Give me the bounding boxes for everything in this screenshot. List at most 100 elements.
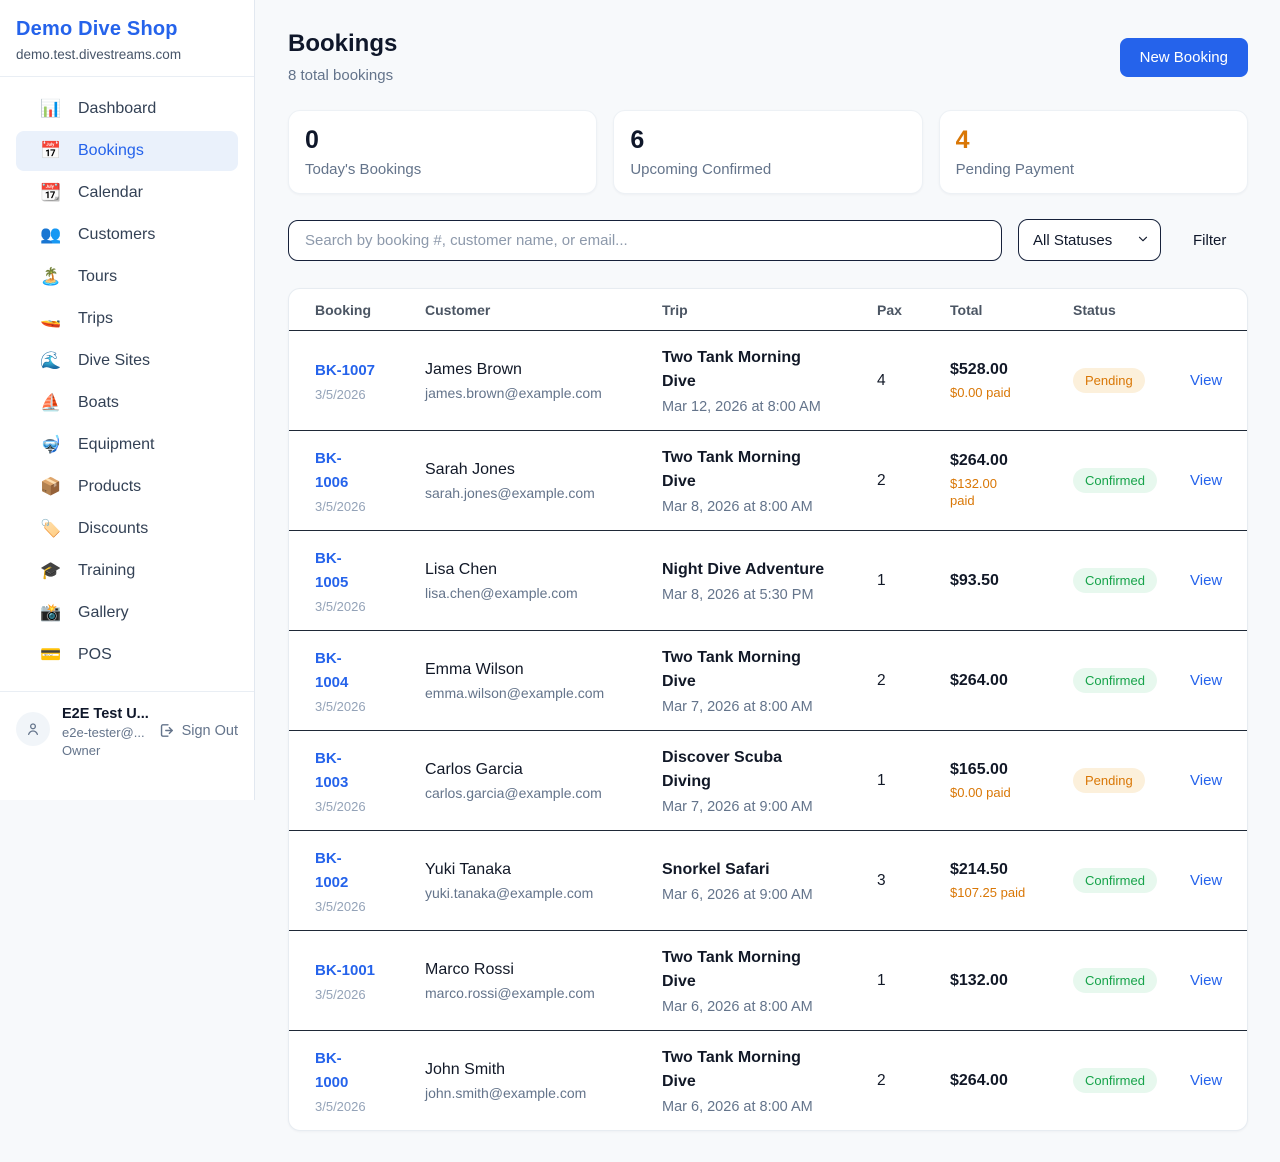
sidebar-item-gallery[interactable]: 📸 Gallery — [16, 593, 238, 633]
pax-value: 4 — [877, 371, 886, 389]
paid-amount: $107.25 paid — [950, 884, 1026, 900]
status-select[interactable]: All Statuses — [1018, 219, 1161, 261]
sidebar-item-training[interactable]: 🎓 Training — [16, 551, 238, 591]
table-row: BK-1007 3/5/2026 James Brown james.brown… — [289, 330, 1247, 430]
total-amount: $165.00 — [950, 760, 1008, 778]
total-amount: $93.50 — [950, 571, 999, 589]
sidebar-item-label: Equipment — [78, 436, 155, 453]
sidebar-item-products[interactable]: 📦 Products — [16, 467, 238, 507]
booking-date: 3/5/2026 — [315, 899, 366, 914]
booking-cell: BK-1005 3/5/2026 — [315, 547, 425, 614]
total-amount: $214.50 — [950, 860, 1008, 878]
sidebar-item-label: Gallery — [78, 604, 129, 621]
trip-name: Two Tank Morning Dive — [662, 649, 801, 690]
booking-number-link[interactable]: BK-1006 — [315, 450, 349, 491]
filter-row: All Statuses Filter — [288, 219, 1248, 261]
tear-calendar-icon: 📆 — [40, 183, 62, 202]
package-icon: 📦 — [40, 477, 62, 496]
table-row: BK-1004 3/5/2026 Emma Wilson emma.wilson… — [289, 630, 1247, 730]
trip-datetime: Mar 6, 2026 at 9:00 AM — [662, 887, 813, 903]
search-input[interactable] — [288, 219, 1002, 261]
view-link[interactable]: View — [1190, 472, 1223, 489]
sidebar-item-label: Dashboard — [78, 100, 157, 117]
table-row: BK-1003 3/5/2026 Carlos Garcia carlos.ga… — [289, 730, 1247, 830]
booking-number-link[interactable]: BK-1001 — [315, 962, 376, 979]
booking-date: 3/5/2026 — [315, 699, 366, 714]
customer-cell: Carlos Garcia carlos.garcia@example.com — [425, 761, 662, 801]
customer-name: James Brown — [425, 360, 522, 378]
island-icon: 🏝️ — [40, 267, 62, 286]
booking-number-link[interactable]: BK-1005 — [315, 550, 349, 591]
trip-cell: Discover Scuba Diving Mar 7, 2026 at 9:0… — [662, 746, 877, 815]
avatar — [16, 712, 50, 746]
table-row: BK-1000 3/5/2026 John Smith john.smith@e… — [289, 1030, 1247, 1130]
customer-cell: Emma Wilson emma.wilson@example.com — [425, 661, 662, 701]
col-header-status: Status — [1073, 301, 1116, 318]
total-cell: $165.00 $0.00 paid — [950, 761, 1073, 801]
booking-date: 3/5/2026 — [315, 987, 366, 1002]
user-box: E2E Test U... e2e-tester@... Owner Sign … — [0, 691, 254, 772]
user-name: E2E Test U... — [62, 706, 149, 722]
booking-number-link[interactable]: BK-1007 — [315, 362, 376, 379]
sidebar-item-trips[interactable]: 🚤 Trips — [16, 299, 238, 339]
graduation-cap-icon: 🎓 — [40, 561, 62, 580]
view-link[interactable]: View — [1190, 772, 1223, 789]
trip-datetime: Mar 6, 2026 at 8:00 AM — [662, 999, 813, 1015]
sign-out-button[interactable]: Sign Out — [158, 722, 238, 739]
trip-cell: Two Tank Morning Dive Mar 12, 2026 at 8:… — [662, 346, 877, 415]
view-link[interactable]: View — [1190, 872, 1223, 889]
status-badge: Confirmed — [1073, 668, 1157, 693]
table-row: BK-1005 3/5/2026 Lisa Chen lisa.chen@exa… — [289, 530, 1247, 630]
sidebar-item-discounts[interactable]: 🏷️ Discounts — [16, 509, 238, 549]
trip-datetime: Mar 6, 2026 at 8:00 AM — [662, 1099, 813, 1115]
booking-cell: BK-1007 3/5/2026 — [315, 359, 425, 402]
trip-datetime: Mar 7, 2026 at 8:00 AM — [662, 699, 813, 715]
customer-name: Carlos Garcia — [425, 760, 523, 778]
sidebar-item-dive-sites[interactable]: 🌊 Dive Sites — [16, 341, 238, 381]
sidebar-item-tours[interactable]: 🏝️ Tours — [16, 257, 238, 297]
booking-number-link[interactable]: BK-1002 — [315, 850, 349, 891]
stat-value: 6 — [630, 126, 645, 154]
customer-email: sarah.jones@example.com — [425, 484, 595, 501]
view-link[interactable]: View — [1190, 372, 1223, 389]
view-link[interactable]: View — [1190, 672, 1223, 689]
pax-value: 1 — [877, 971, 886, 989]
view-link[interactable]: View — [1190, 972, 1223, 989]
total-cell: $264.00 — [950, 1072, 1073, 1090]
total-amount: $264.00 — [950, 1071, 1008, 1089]
customer-name: Lisa Chen — [425, 560, 498, 578]
booking-number-link[interactable]: BK-1000 — [315, 1050, 349, 1091]
booking-cell: BK-1003 3/5/2026 — [315, 747, 425, 814]
total-cell: $214.50 $107.25 paid — [950, 861, 1073, 901]
total-cell: $264.00 — [950, 672, 1073, 690]
sidebar-item-boats[interactable]: ⛵ Boats — [16, 383, 238, 423]
sidebar-item-dashboard[interactable]: 📊 Dashboard — [16, 89, 238, 129]
booking-cell: BK-1002 3/5/2026 — [315, 847, 425, 914]
sidebar-item-calendar[interactable]: 📆 Calendar — [16, 173, 238, 213]
trip-cell: Night Dive Adventure Mar 8, 2026 at 5:30… — [662, 558, 877, 603]
customer-name: Sarah Jones — [425, 460, 515, 478]
trip-cell: Two Tank Morning Dive Mar 6, 2026 at 8:0… — [662, 1046, 877, 1115]
sidebar-item-bookings[interactable]: 📅 Bookings — [16, 131, 238, 171]
trip-cell: Two Tank Morning Dive Mar 6, 2026 at 8:0… — [662, 946, 877, 1015]
booking-date: 3/5/2026 — [315, 499, 366, 514]
table-header-row: Booking Customer Trip Pax Total Status — [289, 289, 1247, 330]
view-link[interactable]: View — [1190, 572, 1223, 589]
sidebar-item-label: Trips — [78, 310, 113, 327]
user-role: Owner — [62, 743, 101, 758]
booking-number-link[interactable]: BK-1003 — [315, 750, 349, 791]
stat-card-upcoming-confirmed: 6 Upcoming Confirmed — [613, 110, 923, 194]
paid-amount: $132.00 paid — [950, 476, 997, 508]
new-booking-button[interactable]: New Booking — [1119, 38, 1248, 77]
sidebar-item-customers[interactable]: 👥 Customers — [16, 215, 238, 255]
view-link[interactable]: View — [1190, 1072, 1223, 1089]
booking-number-link[interactable]: BK-1004 — [315, 650, 349, 691]
status-badge: Confirmed — [1073, 468, 1157, 493]
filter-button[interactable]: Filter — [1177, 224, 1242, 257]
pax-value: 1 — [877, 771, 886, 789]
booking-date: 3/5/2026 — [315, 387, 366, 402]
sidebar-item-equipment[interactable]: 🤿 Equipment — [16, 425, 238, 465]
sidebar-item-pos[interactable]: 💳 POS — [16, 635, 238, 675]
customer-email: carlos.garcia@example.com — [425, 784, 602, 801]
diving-mask-icon: 🤿 — [40, 435, 62, 454]
